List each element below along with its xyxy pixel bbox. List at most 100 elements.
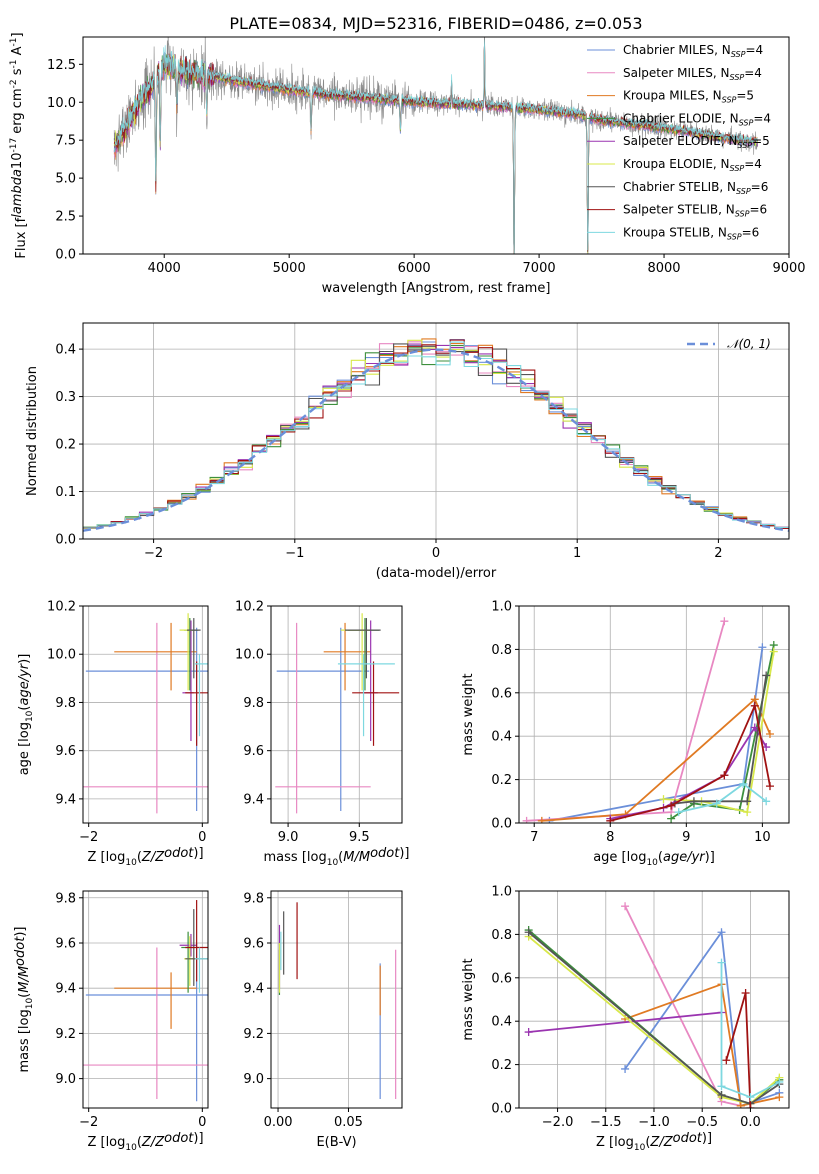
legend-label: Kroupa ELODIE, NSSP=4 xyxy=(623,157,762,173)
y-tick-label: 9.8 xyxy=(55,696,76,711)
weight-line-kroupa-miles xyxy=(541,697,771,822)
weight-marker xyxy=(717,928,726,937)
y-tick-label: 9.8 xyxy=(243,891,264,906)
legend-label: Chabrier ELODIE, NSSP=4 xyxy=(623,111,771,127)
x-tick-label: 8000 xyxy=(647,261,680,276)
y-axis-label: Flux [f​lambda10-17​ erg cm-2​ s-1​ A-1​… xyxy=(9,32,29,258)
weight-line-kroupa-stelib xyxy=(720,962,780,1099)
weight-marker xyxy=(720,617,729,626)
weight-marker xyxy=(739,779,748,788)
weight-marker xyxy=(522,816,531,823)
y-tick-label: 0.2 xyxy=(491,773,512,788)
plot-area xyxy=(522,617,778,823)
x-axis-label: wavelength [Angstrom, rest frame] xyxy=(322,281,551,296)
legend-label: Kroupa MILES, NSSP=5 xyxy=(623,89,754,105)
x-tick-label: 7000 xyxy=(523,261,556,276)
plot-area xyxy=(83,338,789,532)
y-tick-label: 9.6 xyxy=(243,936,264,951)
weight-marker xyxy=(720,771,729,780)
legend-label: Salpeter ELODIE, NSSP=5 xyxy=(623,134,770,150)
x-axis-label: Z [log10​(Z/Z​odot)] xyxy=(596,1131,712,1153)
weight-marker xyxy=(743,797,752,806)
x-tick-label: −2 xyxy=(144,546,163,561)
weight-marker xyxy=(765,782,774,791)
x-tick-label: 9 xyxy=(682,830,690,845)
weight-marker xyxy=(750,701,759,710)
x-tick-label: 2 xyxy=(714,546,722,561)
y-tick-label: 9.0 xyxy=(243,1072,264,1087)
weight-marker xyxy=(524,1028,533,1037)
weight-marker xyxy=(769,647,778,656)
y-tick-label: 0.2 xyxy=(491,1058,512,1073)
weight-marker xyxy=(606,816,615,823)
y-tick-label: 9.4 xyxy=(55,982,76,997)
y-tick-label: 0.4 xyxy=(491,730,512,745)
weight-marker xyxy=(524,928,533,937)
weight-marker xyxy=(746,1093,755,1102)
x-tick-label: 9000 xyxy=(772,261,805,276)
weight-marker xyxy=(762,797,771,806)
x-axis-label: mass [log10​(M/M​odot)] xyxy=(264,846,410,868)
weight-marker xyxy=(621,1064,630,1073)
y-tick-label: 9.6 xyxy=(55,936,76,951)
x-axis-label: (data-model)/error xyxy=(376,566,497,581)
x-tick-label: 9.5 xyxy=(349,830,370,845)
weight-marker xyxy=(765,730,774,739)
spectrum-panel: 4000 5000 6000 7000 8000 9000 0.0 2.5 5.0 7.5 10.0… xyxy=(9,32,806,296)
weight-marker xyxy=(775,1093,784,1102)
weight-marker xyxy=(621,902,630,911)
y-tick-label: 9.8 xyxy=(55,891,76,906)
y-tick-label: 0.4 xyxy=(55,343,76,358)
y-tick-label: 12.5 xyxy=(47,58,76,73)
weight-marker xyxy=(722,1056,731,1065)
weight-marker xyxy=(537,816,546,823)
weight-marker xyxy=(667,814,676,823)
weight-vs-metallicity-panel: −2.0 −1.5 −1.0 −0.5 0.0 0.0 0.2 0.4 0.6 0.8 1.0 Z [… xyxy=(461,885,790,1153)
age-vs-metallicity-panel: −2 0 9.4 9.6 9.8 10.0 10.2 Z [log10​(Z/Z​odot)]… xyxy=(17,600,209,868)
y-tick-label: 0.0 xyxy=(491,817,512,832)
gaussian-curve xyxy=(83,348,789,532)
histogram-kroupa-miles xyxy=(83,338,789,530)
figure-title: PLATE=0834, MJD=52316, FIBERID=0486, z=0… xyxy=(229,14,642,33)
x-tick-label: −0.5 xyxy=(686,1115,718,1130)
legend-label: 𝒩(0, 1) xyxy=(727,337,771,351)
x-tick-label: 9.0 xyxy=(278,830,299,845)
y-tick-label: 0.1 xyxy=(55,485,76,500)
x-tick-label: 0.0 xyxy=(740,1115,761,1130)
y-tick-label: 9.4 xyxy=(243,982,264,997)
y-tick-label: 0.8 xyxy=(491,928,512,943)
weight-marker xyxy=(717,958,726,967)
y-tick-label: 9.6 xyxy=(55,744,76,759)
legend-label: Kroupa STELIB, NSSP=6 xyxy=(623,225,759,241)
y-tick-label: 0.0 xyxy=(55,248,76,263)
residual-histogram-panel: −2 −1 0 1 2 0.0 0.1 0.2 0.3 0.4 (data-model)/error… xyxy=(25,322,790,581)
y-tick-label: 5.0 xyxy=(55,172,76,187)
x-tick-label: 6000 xyxy=(398,261,431,276)
axes-frame xyxy=(270,605,403,824)
x-tick-label: 0.00 xyxy=(264,1115,293,1130)
y-axis-label: Normed distribution xyxy=(25,366,40,496)
legend-label: Chabrier STELIB, NSSP=6 xyxy=(623,180,768,196)
weight-marker xyxy=(762,671,771,680)
weight-marker xyxy=(775,1077,784,1086)
y-tick-label: 9.6 xyxy=(243,744,264,759)
weight-marker xyxy=(746,1104,755,1108)
y-tick-label: 1.0 xyxy=(491,885,512,900)
axes-frame xyxy=(82,605,209,824)
y-tick-label: 9.4 xyxy=(55,792,76,807)
x-tick-label: 0.05 xyxy=(334,1115,363,1130)
x-tick-label: 0 xyxy=(432,546,440,561)
x-axis-label: Z [log10​(Z/Z​odot)] xyxy=(87,1131,203,1153)
axes-frame xyxy=(518,605,790,824)
y-tick-label: 9.0 xyxy=(55,1072,76,1087)
y-tick-label: 0.6 xyxy=(491,971,512,986)
plot-area xyxy=(275,613,400,814)
weight-vs-age-panel: 7 8 9 10 0.0 0.2 0.4 0.6 0.8 1.0 age [log10​(age/y… xyxy=(461,600,790,868)
x-tick-label: 4000 xyxy=(148,261,181,276)
x-axis-label: E(B-V) xyxy=(316,1135,356,1150)
weight-marker xyxy=(736,1101,745,1108)
y-tick-label: 9.2 xyxy=(243,1027,264,1042)
weight-line-chabrier-miles xyxy=(624,929,780,1108)
weight-line-kroupa-stelib xyxy=(678,782,767,813)
y-tick-label: 0.4 xyxy=(491,1015,512,1030)
